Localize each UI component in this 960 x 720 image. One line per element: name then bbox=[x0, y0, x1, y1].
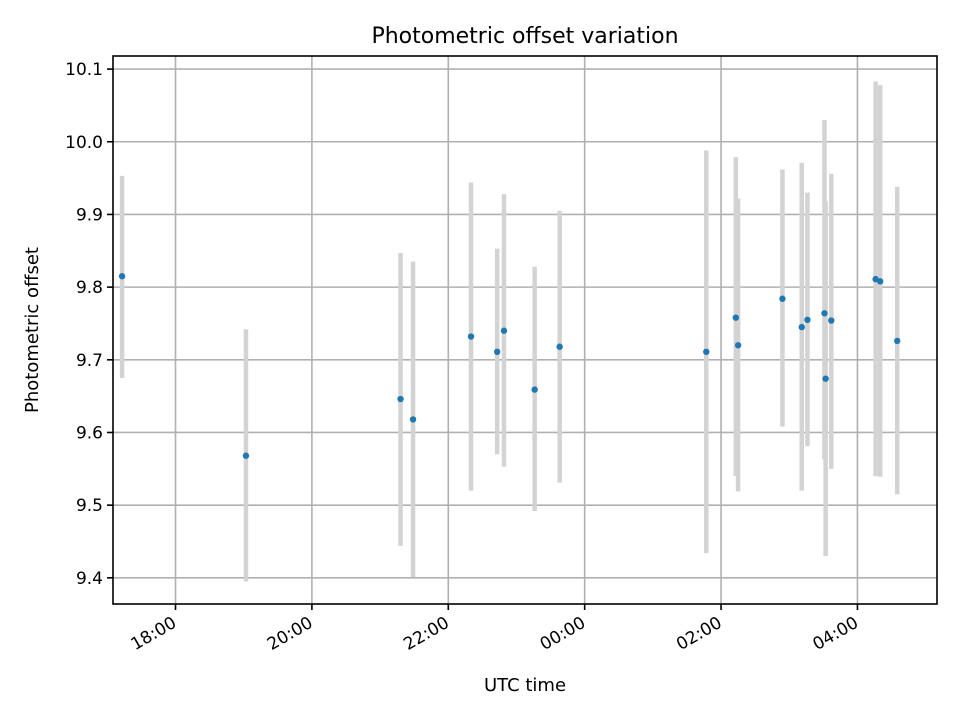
data-point bbox=[828, 317, 835, 324]
data-point bbox=[821, 310, 828, 317]
y-tick-label: 9.7 bbox=[76, 351, 103, 371]
x-tick-label: 00:00 bbox=[537, 613, 589, 655]
data-point bbox=[556, 343, 563, 350]
data-point bbox=[531, 386, 538, 393]
y-tick-label: 9.8 bbox=[76, 278, 103, 298]
x-tick-label: 22:00 bbox=[400, 613, 452, 655]
data-point bbox=[467, 333, 475, 340]
data-point bbox=[118, 273, 126, 280]
y-tick-label: 9.9 bbox=[76, 205, 103, 225]
data-point bbox=[493, 348, 501, 356]
data-point bbox=[397, 395, 404, 403]
data-point bbox=[242, 452, 250, 459]
data-point bbox=[732, 314, 740, 321]
data-point bbox=[779, 295, 786, 302]
x-axis-label: UTC time bbox=[484, 675, 566, 696]
data-point bbox=[876, 278, 884, 285]
data-point bbox=[822, 375, 829, 382]
y-tick-label: 9.6 bbox=[76, 423, 103, 443]
data-point bbox=[804, 316, 811, 324]
data-point bbox=[798, 323, 805, 331]
data-point bbox=[703, 348, 710, 356]
data-point bbox=[734, 342, 742, 349]
x-tick-label: 18:00 bbox=[128, 613, 180, 655]
y-tick-label: 10.1 bbox=[65, 60, 103, 80]
y-tick-label: 9.4 bbox=[76, 569, 103, 589]
data-point bbox=[500, 327, 508, 334]
y-tick-label: 10.0 bbox=[65, 133, 103, 153]
y-tick-label: 9.5 bbox=[76, 496, 103, 516]
plot-frame bbox=[112, 55, 938, 605]
y-axis-label: Photometric offset bbox=[22, 247, 43, 413]
axis-ticks: 18:00 20:00 22:00 00:00 02:00 04:00 9.4 9.5 9.6 9… bbox=[65, 60, 862, 655]
x-tick-label: 04:00 bbox=[810, 613, 862, 655]
data-point bbox=[409, 416, 417, 423]
x-tick-label: 20:00 bbox=[264, 613, 316, 655]
data-point bbox=[894, 337, 901, 345]
data-points bbox=[118, 273, 901, 459]
error-bars bbox=[119, 81, 900, 582]
chart-title: Photometric offset variation bbox=[371, 24, 678, 49]
grid bbox=[113, 56, 937, 604]
x-tick-label: 02:00 bbox=[673, 613, 725, 655]
